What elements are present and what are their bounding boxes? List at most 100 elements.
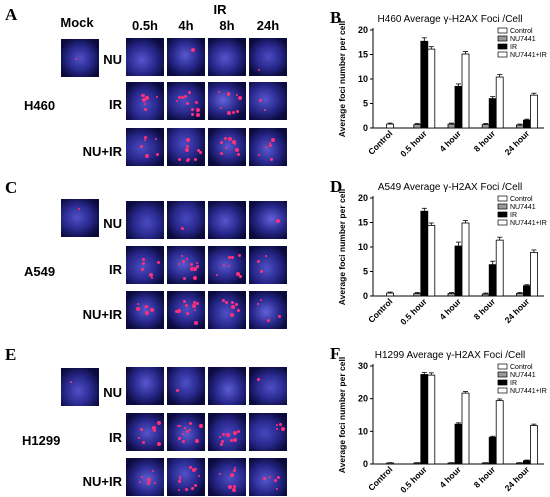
microscopy-image bbox=[248, 290, 288, 330]
microscopy-image bbox=[125, 127, 165, 167]
microscopy-image bbox=[207, 457, 247, 497]
x-tick-label: Control bbox=[366, 464, 394, 492]
microscopy-image bbox=[166, 245, 206, 285]
time-header-0: 0.5h bbox=[131, 18, 158, 33]
y-tick-label: 5 bbox=[363, 99, 368, 109]
x-tick-label: 8 hour bbox=[472, 464, 498, 490]
bar-chart-h460: H460 Average γ-H2AX Foci /Cell Average fo… bbox=[337, 14, 547, 159]
bar bbox=[515, 293, 524, 297]
bar bbox=[420, 374, 429, 465]
bar bbox=[386, 462, 394, 465]
bar bbox=[386, 123, 394, 129]
x-tick-label: 4 hour bbox=[437, 128, 463, 154]
microscopy-image bbox=[207, 81, 247, 121]
legend-label: NU7441+IR bbox=[510, 388, 547, 395]
bar bbox=[447, 462, 456, 465]
y-tick-label: 0 bbox=[363, 459, 368, 469]
legend-swatch bbox=[497, 35, 508, 42]
bar bbox=[488, 264, 497, 297]
bar-chart-h1299: H1299 Average γ-H2AX Foci /Cell Average f… bbox=[337, 350, 547, 495]
bar bbox=[413, 462, 422, 465]
microscopy-image bbox=[248, 37, 288, 77]
row-label-nu-ir: NU+IR bbox=[82, 307, 122, 322]
y-tick-label: 20 bbox=[358, 394, 368, 404]
microscopy-image bbox=[248, 457, 288, 497]
bar bbox=[447, 123, 456, 129]
row-label-ir: IR bbox=[109, 430, 122, 445]
y-tick-label: 5 bbox=[363, 267, 368, 277]
time-header-3: 24h bbox=[256, 18, 280, 33]
bar bbox=[461, 392, 470, 465]
x-tick-label: Control bbox=[366, 296, 394, 324]
microscopy-image bbox=[248, 412, 288, 452]
x-tick-label: 8 hour bbox=[472, 128, 498, 154]
x-tick-label: Control bbox=[366, 128, 394, 156]
bar bbox=[454, 85, 463, 129]
microscopy-image bbox=[125, 200, 165, 240]
y-tick-label: 20 bbox=[358, 25, 368, 35]
y-tick-label: 15 bbox=[358, 50, 368, 60]
bar bbox=[515, 124, 524, 129]
x-tick-label: 4 hour bbox=[437, 464, 463, 490]
microscopy-image bbox=[207, 200, 247, 240]
row-label-nu-ir: NU+IR bbox=[82, 474, 122, 489]
bar bbox=[420, 210, 429, 297]
microscopy-image bbox=[207, 290, 247, 330]
chart-title: A549 Average γ-H2AX Foci /Cell bbox=[378, 182, 522, 193]
bar bbox=[413, 293, 422, 297]
legend-label: NU7441 bbox=[510, 204, 536, 211]
legend-label: Control bbox=[510, 196, 533, 203]
bar bbox=[522, 119, 531, 129]
microscopy-image bbox=[166, 290, 206, 330]
microscopy-image bbox=[207, 37, 247, 77]
bar bbox=[427, 48, 436, 129]
y-tick-label: 15 bbox=[358, 218, 368, 228]
x-tick-label: 24 hour bbox=[503, 128, 532, 157]
bar bbox=[413, 124, 422, 129]
x-tick-label: 0.5 hour bbox=[398, 296, 429, 327]
bar bbox=[386, 292, 394, 297]
x-tick-label: 24 hour bbox=[503, 464, 532, 493]
microscopy-image bbox=[125, 366, 165, 406]
chart-title: H460 Average γ-H2AX Foci /Cell bbox=[378, 14, 523, 25]
bar bbox=[461, 222, 470, 297]
legend-swatch bbox=[497, 51, 508, 58]
microscopy-image bbox=[248, 200, 288, 240]
bar bbox=[529, 94, 538, 129]
bar bbox=[495, 400, 504, 465]
bar bbox=[427, 374, 436, 465]
legend-label: NU7441 bbox=[510, 36, 536, 43]
cell-line-h460: H460 bbox=[24, 98, 56, 113]
legend-label: Control bbox=[510, 28, 533, 35]
microscopy-image bbox=[125, 412, 165, 452]
legend-label: NU7441+IR bbox=[510, 220, 547, 227]
y-tick-label: 0 bbox=[363, 123, 368, 133]
microscopy-image bbox=[166, 127, 206, 167]
microscopy-image bbox=[207, 127, 247, 167]
microscopy-image bbox=[125, 290, 165, 330]
cell-line-h1299: H1299 bbox=[22, 433, 61, 448]
y-axis-label: Average foci number per cell bbox=[337, 189, 347, 305]
time-header-1: 4h bbox=[178, 18, 194, 33]
bar bbox=[529, 251, 538, 297]
x-tick-label: 8 hour bbox=[472, 296, 498, 322]
bar-chart-a549: A549 Average γ-H2AX Foci /Cell Average fo… bbox=[337, 182, 547, 327]
microscopy-image bbox=[60, 367, 100, 407]
y-tick-label: 20 bbox=[358, 193, 368, 203]
y-axis-label: Average foci number per cell bbox=[337, 21, 347, 137]
time-header-2: 8h bbox=[219, 18, 235, 33]
chart-title: H1299 Average γ-H2AX Foci /Cell bbox=[375, 350, 525, 361]
bar bbox=[427, 225, 436, 297]
bar bbox=[488, 436, 497, 465]
microscopy-image bbox=[207, 366, 247, 406]
panel-letter-e: E bbox=[5, 345, 17, 364]
bar bbox=[481, 462, 490, 465]
microscopy-image bbox=[166, 366, 206, 406]
legend-swatch bbox=[497, 379, 508, 386]
legend-swatch bbox=[497, 43, 508, 50]
x-tick-label: 24 hour bbox=[503, 296, 532, 325]
legend-label: Control bbox=[510, 364, 533, 371]
legend-swatch bbox=[497, 363, 508, 370]
bar bbox=[461, 53, 470, 129]
y-tick-label: 10 bbox=[358, 426, 368, 436]
